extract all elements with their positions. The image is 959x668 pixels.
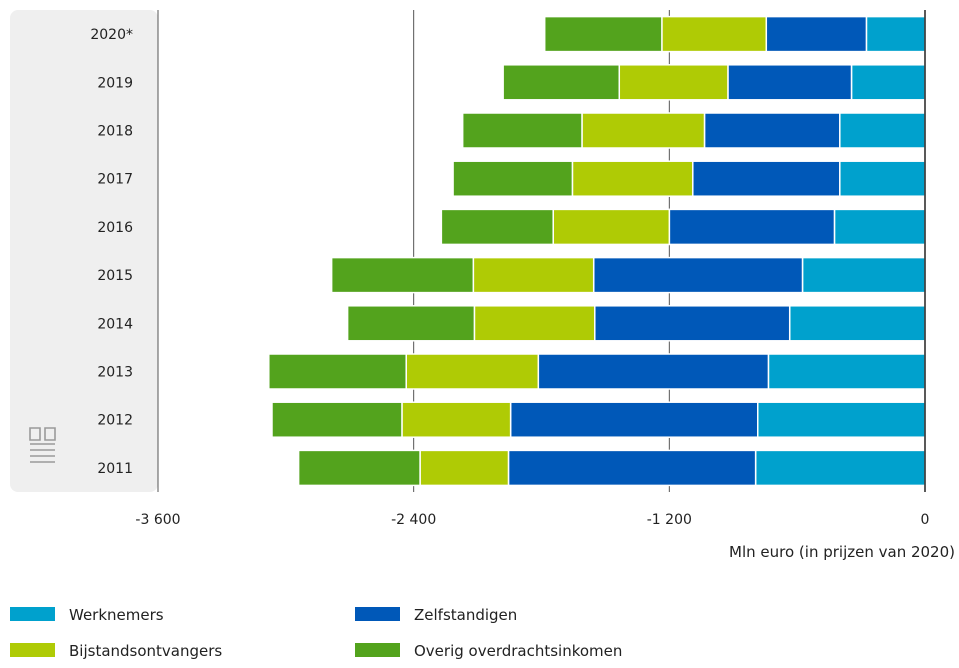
legend-swatch-2 [10, 643, 55, 657]
category-label-9: 2011 [97, 461, 133, 477]
bar-0-5 [801, 256, 926, 294]
bar-2-3 [571, 160, 694, 197]
bar-2-5 [472, 256, 595, 294]
bar-1-7 [537, 353, 770, 390]
legend-swatch-3 [355, 643, 400, 657]
bar-3-4 [440, 208, 554, 246]
bar-2-9 [419, 449, 510, 487]
bar-2-7 [405, 353, 540, 390]
category-label-7: 2013 [97, 365, 133, 381]
bar-2-4 [552, 208, 671, 246]
category-labels: 2020* 2019 2018 2017 2016 2015 2014 2013 2012 201… [90, 27, 133, 477]
legend-swatch-1 [355, 607, 400, 621]
legend-label-1: Zelfstandigen [414, 606, 517, 624]
legend-label-2: Bijstandsontvangers [69, 642, 222, 660]
x-tick-label-3: 0 [921, 512, 930, 528]
bar-2-1 [618, 64, 729, 101]
category-label-4: 2016 [97, 220, 133, 236]
bar-2-0 [661, 15, 768, 53]
bar-3-8 [271, 401, 403, 438]
bar-0-1 [850, 64, 926, 101]
bar-1-3 [692, 160, 841, 197]
bars [268, 15, 926, 487]
x-tick-label-1: -2 400 [391, 512, 436, 528]
bar-1-4 [668, 208, 836, 246]
category-label-6: 2014 [97, 316, 133, 332]
bar-0-6 [788, 305, 926, 342]
bar-1-0 [765, 15, 868, 53]
bar-3-3 [452, 160, 574, 197]
category-label-0: 2020* [90, 27, 133, 43]
bar-1-5 [592, 256, 804, 294]
bar-1-6 [594, 305, 791, 342]
category-label-3: 2017 [97, 172, 133, 188]
bar-0-0 [865, 15, 926, 53]
bar-3-6 [346, 305, 476, 342]
category-label-1: 2019 [97, 75, 133, 91]
bar-2-8 [401, 401, 512, 438]
category-label-5: 2015 [97, 268, 133, 284]
legend-swatch-0 [10, 607, 55, 621]
bar-2-2 [581, 112, 706, 149]
bar-3-7 [268, 353, 407, 390]
legend-label-3: Overig overdrachtsinkomen [414, 642, 622, 660]
bar-0-7 [767, 353, 926, 390]
x-tick-label-2: -1 200 [647, 512, 692, 528]
bar-1-1 [727, 64, 853, 101]
bar-3-1 [502, 64, 621, 101]
bar-1-8 [509, 401, 759, 438]
x-tick-label-0: -3 600 [135, 512, 180, 528]
bar-0-2 [839, 112, 926, 149]
bar-0-8 [757, 401, 926, 438]
bar-3-9 [297, 449, 421, 487]
bar-3-5 [330, 256, 475, 294]
bar-2-6 [473, 305, 596, 342]
bar-0-9 [754, 449, 926, 487]
legend: Werknemers Zelfstandigen Bijstandsontvange… [10, 606, 622, 660]
legend-label-0: Werknemers [69, 606, 164, 624]
category-label-2: 2018 [97, 124, 133, 140]
category-panel [10, 10, 158, 492]
bar-1-2 [703, 112, 841, 149]
bar-1-9 [507, 449, 757, 487]
bar-3-0 [543, 15, 663, 53]
bar-3-2 [461, 112, 583, 149]
x-axis-label: Mln euro (in prijzen van 2020) [729, 543, 955, 561]
bar-0-4 [833, 208, 926, 246]
category-label-8: 2012 [97, 413, 133, 429]
bar-0-3 [839, 160, 926, 197]
x-tick-labels: -3 600 -2 400 -1 200 0 [135, 512, 929, 528]
cbs-logo-icon [29, 427, 56, 463]
